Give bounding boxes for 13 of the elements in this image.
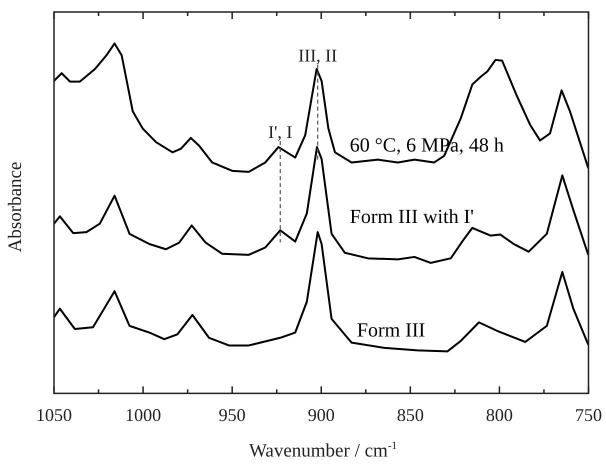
ref-line-label: I', I (268, 122, 292, 142)
ref-line-label: III, II (298, 46, 338, 66)
x-tick-label: 1000 (125, 404, 162, 425)
x-tick-label: 900 (308, 404, 335, 425)
x-tick-label: 800 (486, 404, 513, 425)
x-tick-label: 950 (218, 404, 246, 425)
x-tick-label: 1050 (36, 404, 72, 425)
series-label: Form III (356, 320, 426, 342)
y-axis-title: Absorbance (5, 162, 27, 252)
x-tick-label: 750 (575, 404, 602, 425)
x-axis-title: Wavenumber / cm$^{-1}$ (248, 440, 398, 462)
x-tick-label: 850 (396, 404, 424, 425)
series-label: Form III with I' (350, 206, 474, 228)
